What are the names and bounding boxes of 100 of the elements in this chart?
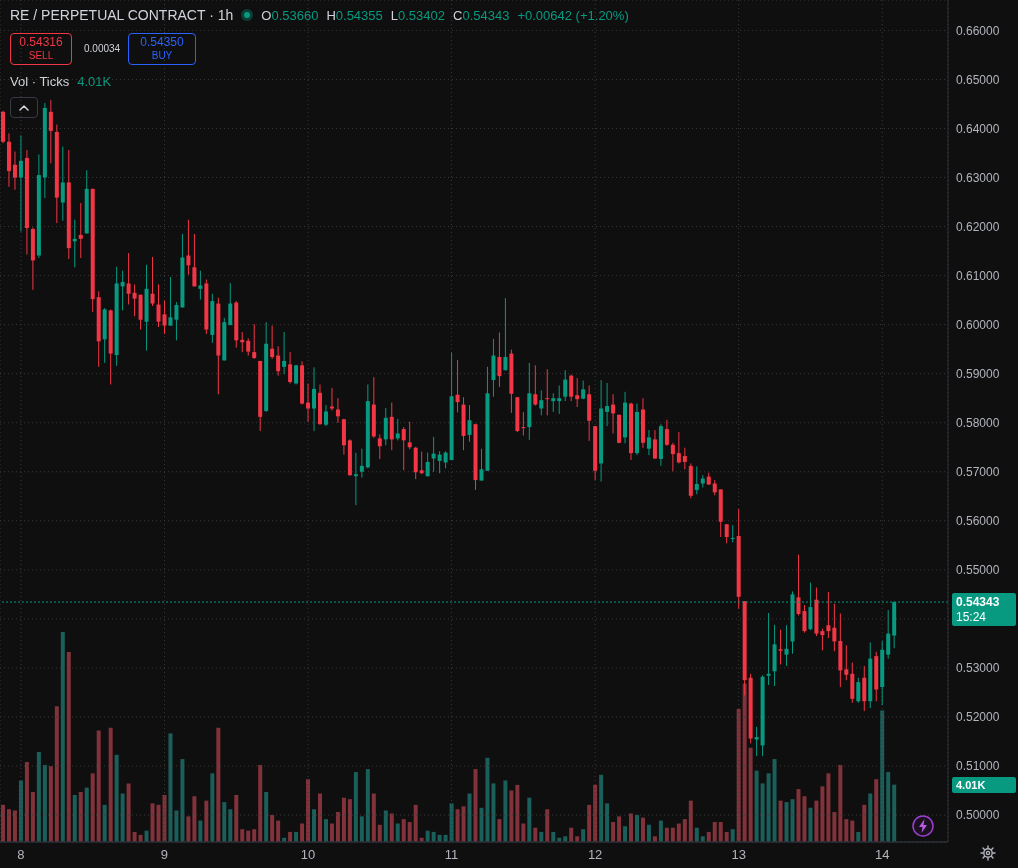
bar xyxy=(623,826,628,842)
candlestick xyxy=(12,151,17,191)
bar xyxy=(395,823,400,842)
bar xyxy=(892,784,897,842)
candlestick xyxy=(132,283,137,317)
bar xyxy=(90,773,95,842)
bar xyxy=(329,823,334,842)
candlestick xyxy=(832,603,837,652)
bar xyxy=(533,827,538,842)
bar xyxy=(874,779,879,842)
bar xyxy=(479,807,484,842)
x-tick-label: 10 xyxy=(300,847,316,863)
bar xyxy=(347,799,352,842)
y-tick-label: 0.64000 xyxy=(956,121,1000,136)
candlestick xyxy=(383,407,388,446)
x-tick-label: 13 xyxy=(731,847,746,863)
candlestick xyxy=(335,397,340,424)
candlestick xyxy=(312,366,317,432)
annotation: 0.00034 xyxy=(84,43,121,54)
bar xyxy=(6,809,11,842)
bar xyxy=(778,800,783,842)
bar xyxy=(42,764,47,842)
y-tick-label: 0.60000 xyxy=(956,317,1000,332)
bar xyxy=(605,803,610,842)
candlestick xyxy=(862,665,867,712)
candlestick xyxy=(676,431,681,464)
y-tick-label: 0.61000 xyxy=(956,268,1000,283)
bar xyxy=(634,814,639,842)
bar xyxy=(551,831,556,842)
bar xyxy=(509,790,514,842)
annotation: 4.01K xyxy=(77,74,112,89)
bar xyxy=(676,823,681,842)
bar xyxy=(617,816,622,842)
y-tick-label: 0.62000 xyxy=(956,219,1000,234)
candlestick xyxy=(886,609,891,660)
bar xyxy=(114,754,119,842)
candlestick xyxy=(18,134,23,232)
bar xyxy=(431,831,436,842)
bar xyxy=(718,822,723,842)
annotation: +0.00642 (+1.20%) xyxy=(517,7,629,23)
bar xyxy=(664,827,669,842)
buy-button: 0.54350 BUY xyxy=(128,33,196,65)
bar xyxy=(838,764,843,842)
candlestick xyxy=(228,282,233,326)
bar xyxy=(832,811,837,842)
y-tick-label: 0.51000 xyxy=(956,759,1000,774)
bar xyxy=(335,811,340,842)
annotation: O0.53660 xyxy=(261,7,319,23)
annotation: L0.53402 xyxy=(390,7,446,23)
bar xyxy=(312,809,317,842)
bar xyxy=(72,794,77,842)
candlestick xyxy=(856,677,861,704)
annotation: BUY xyxy=(151,50,173,61)
bar xyxy=(108,727,113,842)
bar xyxy=(60,632,65,842)
bar xyxy=(359,816,364,842)
candlestick xyxy=(569,374,574,402)
y-tick-label: 0.55000 xyxy=(956,563,1000,578)
candlestick xyxy=(730,524,735,543)
bar xyxy=(868,793,873,842)
x-tick-label: 9 xyxy=(160,847,169,863)
bar xyxy=(682,819,687,842)
bar xyxy=(629,813,634,842)
bar xyxy=(222,802,227,842)
bar xyxy=(413,804,418,842)
y-tick-label: 0.53000 xyxy=(956,661,1000,676)
annotation: SELL xyxy=(28,50,54,61)
candlestick xyxy=(174,301,179,341)
candlestick xyxy=(563,369,568,402)
bar xyxy=(371,793,376,842)
x-tick-label: 11 xyxy=(444,847,459,863)
bar xyxy=(120,793,125,842)
bar xyxy=(455,809,460,842)
bar xyxy=(802,796,807,842)
bar xyxy=(66,651,71,842)
bar xyxy=(515,784,520,842)
candlestick xyxy=(557,384,562,415)
candlestick xyxy=(778,629,783,665)
candlestick xyxy=(270,325,275,360)
bar xyxy=(784,802,789,842)
bar xyxy=(30,792,35,842)
bar xyxy=(252,829,257,842)
y-tick-label: 0.66000 xyxy=(956,23,1000,38)
bar xyxy=(407,822,412,842)
bar xyxy=(12,810,17,842)
bar xyxy=(730,829,735,842)
candlestick xyxy=(407,421,412,450)
bar xyxy=(826,773,831,842)
bar xyxy=(318,793,322,842)
bar xyxy=(658,820,663,842)
bar xyxy=(581,829,586,842)
bar xyxy=(850,820,855,842)
bar xyxy=(365,769,370,842)
bar xyxy=(258,764,263,842)
bar xyxy=(772,759,777,842)
candlestick xyxy=(784,624,789,667)
candlestick xyxy=(694,465,699,495)
bar xyxy=(497,819,502,842)
candlestick xyxy=(670,442,675,472)
candlestick xyxy=(389,402,394,451)
